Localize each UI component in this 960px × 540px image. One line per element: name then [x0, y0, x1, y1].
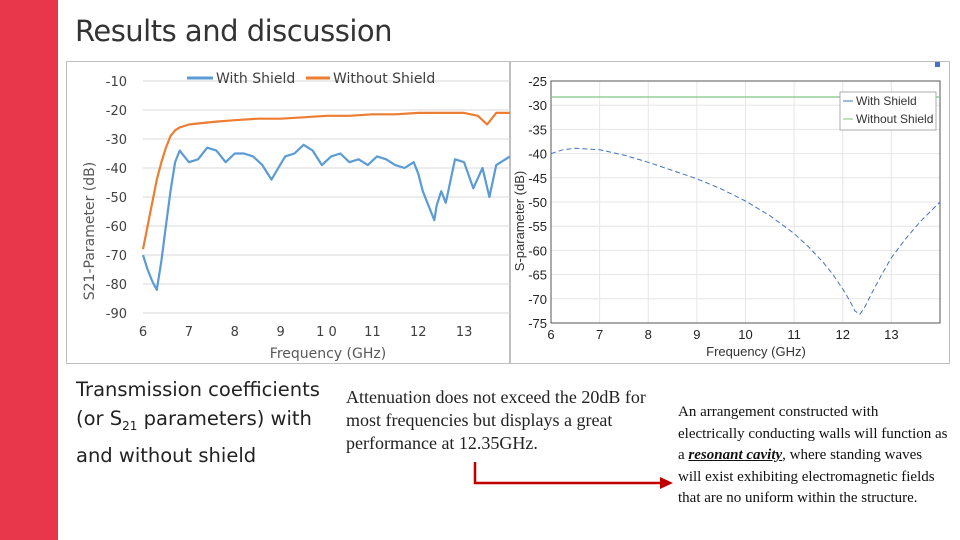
y-tick-label: -25: [528, 74, 547, 89]
y-tick-label: -65: [528, 268, 547, 283]
x-tick-label: 8: [231, 325, 239, 340]
caption-right-emphasis: resonant cavity: [688, 447, 783, 463]
y-tick-label: -55: [528, 219, 547, 234]
x-tick-label: 11: [787, 327, 801, 342]
legend-left-without-shield: Without Shield: [333, 71, 435, 87]
caption-attenuation: Attenuation does not exceed the 20dB for…: [346, 387, 646, 453]
series-line-with-shield: [141, 143, 510, 291]
x-tick-label: 8: [645, 327, 652, 342]
x-tick-label: 13: [456, 325, 473, 340]
y-tick-label: -60: [106, 220, 127, 235]
chart-right-y-ticks: -25 -30 -35 -40 -45 -50 -55 -60 -65 -70 -75: [528, 74, 547, 331]
x-tick-label: 6: [139, 325, 147, 340]
y-tick-label: -70: [106, 249, 127, 264]
caption-right-suffix: , where standing waves will exist exhibi…: [678, 447, 935, 506]
arrow-line: [473, 462, 660, 485]
y-tick-label: -45: [528, 171, 547, 186]
y-tick-label: -40: [528, 147, 547, 162]
page-title: Results and discussion: [75, 14, 393, 48]
y-tick-label: -35: [528, 122, 547, 137]
chart-left-y-ticks: -10 -20 -30 -40 -50 -60 -70 -80 -90: [106, 75, 127, 322]
chart-left-x-ticks: 6 7 8 9 1 0 11 12 13: [139, 325, 473, 340]
y-tick-label: -40: [106, 162, 127, 177]
x-tick-label: 7: [596, 327, 603, 342]
accent-bar: [0, 0, 58, 540]
connector-arrow: [473, 462, 673, 489]
x-tick-label: 12: [836, 327, 850, 342]
chart-right-x-ticks: 6 7 8 9 10 11 12 13: [547, 327, 898, 342]
y-tick-label: -70: [528, 292, 547, 307]
series-line-with-shield: [550, 147, 941, 315]
y-tick-label: -50: [528, 195, 547, 210]
x-tick-label: 11: [364, 325, 381, 340]
chart-right: -25 -30 -35 -40 -45 -50 -55 -60 -65 -70 -75 6 7 8 9 10…: [510, 61, 950, 364]
legend-left-with-shield: With Shield: [216, 71, 295, 87]
chart-left-grid: [143, 80, 510, 314]
y-tick-label: -30: [106, 133, 127, 148]
x-tick-label: 13: [884, 327, 898, 342]
series-line-without-shield: [141, 111, 510, 250]
y-tick-label: -50: [106, 191, 127, 206]
caption-resonant-cavity: An arrangement constructed with electric…: [678, 402, 948, 510]
chart-left-series: [141, 111, 510, 291]
x-tick-label: 1 0: [316, 325, 337, 340]
x-tick-label: 10: [738, 327, 752, 342]
arrow-head-icon: [660, 477, 673, 489]
caption-left-subscript: 21: [122, 418, 138, 433]
y-tick-label: -10: [106, 75, 127, 90]
y-tick-label: -30: [528, 98, 547, 113]
x-tick-label: 12: [410, 325, 427, 340]
y-tick-label: -20: [106, 104, 127, 119]
chart-left-ylabel: S21-Parameter (dB): [82, 162, 98, 300]
x-tick-label: 9: [276, 325, 284, 340]
x-tick-label: 6: [547, 327, 554, 342]
caption-transmission: Transmission coefficients (or S21 parame…: [76, 375, 346, 470]
caption-left-suffix: parameters) with and without shield: [76, 407, 312, 467]
chart-left-xlabel: Frequency (GHz): [270, 346, 386, 362]
expand-icon: [935, 62, 940, 67]
caption-right-prefix: An arrangement constructed with electric…: [678, 404, 948, 463]
y-tick-label: -75: [528, 316, 547, 331]
y-tick-label: -90: [106, 307, 127, 322]
chart-right-ylabel: S-parameter (dB): [512, 171, 527, 271]
chart-left-frame: [66, 61, 510, 364]
legend-right-with-shield: With Shield: [856, 94, 917, 108]
x-tick-label: 9: [693, 327, 700, 342]
y-tick-label: -60: [528, 243, 547, 258]
chart-right-legend: [839, 91, 937, 131]
legend-right-without-shield: Without Shield: [856, 112, 933, 126]
x-tick-label: 7: [185, 325, 193, 340]
y-tick-label: -80: [106, 278, 127, 293]
caption-left-prefix: Transmission coefficients (or S: [76, 378, 320, 430]
chart-right-xlabel: Frequency (GHz): [706, 344, 806, 359]
